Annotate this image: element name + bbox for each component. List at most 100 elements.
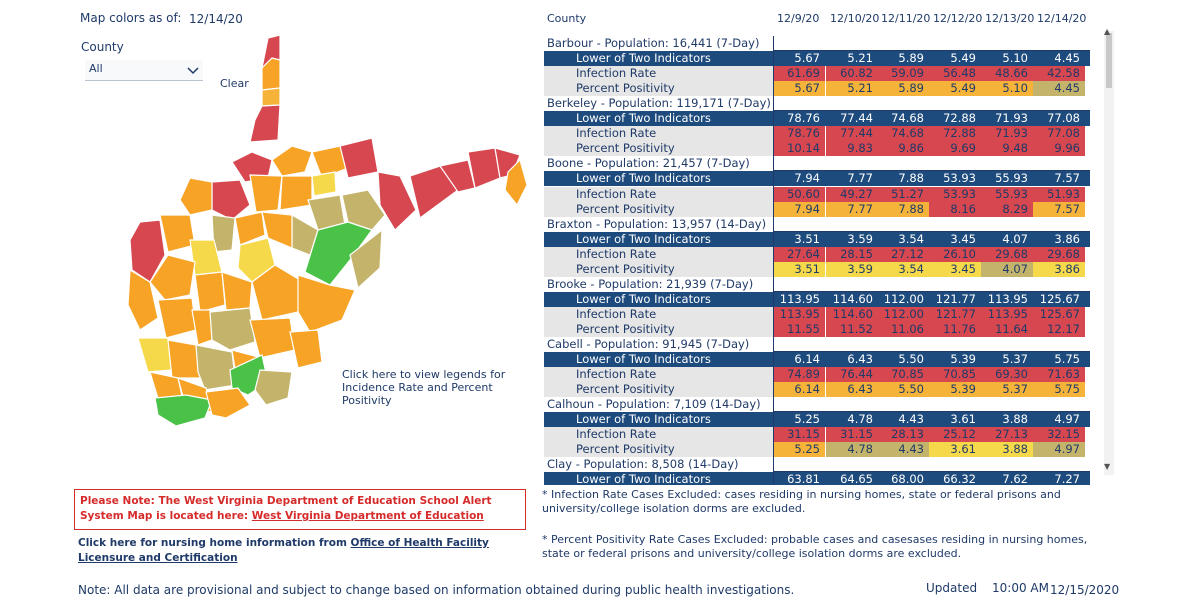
scroll-down-arrow-icon[interactable]: ▼ [1104,462,1111,471]
lower-indicator-row[interactable]: Lower of Two Indicators 7.94 7.77 7.88 53.93… [544,171,1090,187]
lower-indicator-row[interactable]: Lower of Two Indicators 113.95 114.60 112.0… [544,291,1090,307]
infection-rate-row[interactable]: Infection Rate 113.95 114.60 112.00 121.77 11… [544,306,1090,322]
value-cell: 9.96 [1033,141,1085,157]
county-group-row[interactable]: Barbour - Population: 16,441 (7-Day) [544,36,1090,51]
value-cell: 5.50 [898,352,924,367]
value-cell: 7.88 [877,201,929,217]
percent-positivity-row[interactable]: Percent Positivity 5.67 5.21 5.89 5.49 5.10 4.… [544,81,1090,97]
date-column-header[interactable]: 12/14/20 [1037,12,1087,25]
indicator-label: Lower of Two Indicators [576,231,711,246]
value-cell: 3.59 [847,231,873,246]
county-group-row[interactable]: Brooke - Population: 21,939 (7-Day) [544,277,1090,292]
value-cell: 49.27 [826,186,878,202]
value-cell: 56.48 [929,66,981,82]
row-divider [773,110,1090,112]
value-cell: 11.76 [929,321,981,337]
doe-alert-link[interactable]: West Virginia Department of Education [251,510,484,522]
infection-rate-row[interactable]: Infection Rate 78.76 77.44 74.68 72.88 71.93 7… [544,126,1090,142]
value-cell: 42.58 [1033,66,1085,82]
percent-positivity-row[interactable]: Percent Positivity 3.51 3.59 3.54 3.45 4.07 3.… [544,261,1090,277]
value-cell: 3.51 [773,261,825,277]
updated-date: 12/15/2020 [1050,583,1120,597]
table-scrollbar-thumb[interactable] [1106,33,1112,88]
percent-positivity-row[interactable]: Percent Positivity 5.25 4.78 4.43 3.61 3.88 4.… [544,442,1090,458]
value-cell: 5.67 [773,81,825,97]
indicator-label: Infection Rate [544,306,773,322]
clear-filter-button[interactable]: Clear [220,77,249,90]
indicator-label: Lower of Two Indicators [576,472,711,485]
value-cell: 70.85 [929,367,981,383]
nursing-home-link[interactable]: Office of Health Facility Licensure and … [78,537,489,564]
doe-alert-text: Please Note: The West Virginia Departmen… [80,495,492,522]
county-dropdown[interactable]: All [85,60,203,81]
county-region [289,329,323,369]
county-group-row[interactable]: Cabell - Population: 91,945 (7-Day) [544,337,1090,352]
infection-rate-row[interactable]: Infection Rate 27.64 28.15 27.12 26.10 29.68 2… [544,246,1090,262]
lower-indicator-row[interactable]: Lower of Two Indicators 5.67 5.21 5.89 5.49 5… [544,51,1090,67]
provisional-note: Note: All data are provisional and subje… [78,583,795,597]
indicator-label: Infection Rate [544,367,773,383]
value-cell: 31.15 [773,427,825,443]
row-divider [773,351,1090,352]
percent-positivity-row[interactable]: Percent Positivity 7.94 7.77 7.88 8.16 8.29 7.… [544,201,1090,217]
county-region [279,175,313,211]
value-cell: 5.89 [898,51,924,66]
county-group-row[interactable]: Clay - Population: 8,508 (14-Day) [544,457,1090,473]
infection-rate-row[interactable]: Infection Rate 50.60 49.27 51.27 53.93 55.93 5… [544,186,1090,202]
value-cell: 50.60 [773,186,825,202]
lower-indicator-row[interactable]: Lower of Two Indicators 78.76 77.44 74.68 72… [544,111,1090,127]
scroll-up-arrow-icon[interactable]: ▲ [1104,27,1111,36]
lower-indicator-row[interactable]: Lower of Two Indicators 6.14 6.43 5.50 5.39 5… [544,352,1090,368]
indicator-label: Percent Positivity [544,382,773,398]
county-group-row[interactable]: Boone - Population: 21,457 (7-Day) [544,156,1090,172]
value-cell: 3.61 [950,412,976,427]
value-cell: 72.88 [943,111,976,126]
county-region [209,307,256,351]
lower-indicator-row[interactable]: Lower of Two Indicators 3.51 3.59 3.54 3.45 4… [544,231,1090,247]
date-column-header[interactable]: 12/10/20 [830,12,880,25]
value-cell: 77.08 [1047,111,1080,126]
county-column-header[interactable]: County [547,12,587,25]
date-column-header[interactable]: 12/11/20 [881,12,931,25]
percent-positivity-row[interactable]: Percent Positivity 10.14 9.83 9.86 9.69 9.48 9… [544,141,1090,157]
date-column-header[interactable]: 12/12/20 [933,12,983,25]
county-region [249,174,283,213]
infection-rate-footnote: * Infection Rate Cases Excluded: cases r… [542,488,1061,515]
county-region [261,57,281,91]
county-group-row[interactable]: Berkeley - Population: 119,171 (7-Day) [544,96,1090,112]
value-cell: 8.29 [981,201,1033,217]
legend-link[interactable]: Click here to view legends for Incidence… [342,368,506,407]
indicator-label: Lower of Two Indicators [576,111,711,126]
value-cell: 3.54 [877,261,929,277]
county-name: Berkeley - Population: 119,171 (7-Day) [547,96,771,111]
county-region [304,221,373,286]
value-cell: 3.54 [898,231,924,246]
county-region [341,189,386,231]
date-column-header[interactable]: 12/9/20 [777,12,820,25]
infection-rate-row[interactable]: Infection Rate 74.89 76.44 70.85 70.85 69.30 7… [544,367,1090,383]
value-cell: 4.45 [1054,51,1080,66]
west-virginia-county-map[interactable] [120,35,535,430]
county-region [234,211,266,246]
chevron-down-icon [187,67,199,75]
percent-positivity-row[interactable]: Percent Positivity 6.14 6.43 5.50 5.39 5.37 5.… [544,382,1090,398]
county-region [211,179,251,221]
county-group-row[interactable]: Calhoun - Population: 7,109 (14-Day) [544,397,1090,413]
value-cell: 55.93 [995,171,1028,186]
value-cell: 125.67 [1033,306,1085,322]
value-cell: 27.64 [773,246,825,262]
indicator-label: Lower of Two Indicators [576,291,711,306]
value-cell: 6.14 [794,352,820,367]
lower-indicator-row[interactable]: Lower of Two Indicators 5.25 4.78 4.43 3.61 3… [544,412,1090,428]
indicator-label: Infection Rate [544,126,773,142]
date-column-header[interactable]: 12/13/20 [985,12,1035,25]
lower-indicator-row[interactable]: Lower of Two Indicators 63.81 64.65 68.00 66… [544,472,1090,485]
value-cell: 5.89 [877,81,929,97]
value-cell: 59.09 [877,66,929,82]
percent-positivity-row[interactable]: Percent Positivity 11.55 11.52 11.06 11.76 11… [544,321,1090,337]
table-scrollbar[interactable] [1104,31,1114,475]
infection-rate-row[interactable]: Infection Rate 31.15 31.15 28.13 25.12 27.13 3… [544,427,1090,443]
county-group-row[interactable]: Braxton - Population: 13,957 (14-Day) [544,217,1090,232]
infection-rate-row[interactable]: Infection Rate 61.69 60.82 59.09 56.48 48.66 4… [544,66,1090,82]
value-cell: 3.88 [981,442,1033,458]
